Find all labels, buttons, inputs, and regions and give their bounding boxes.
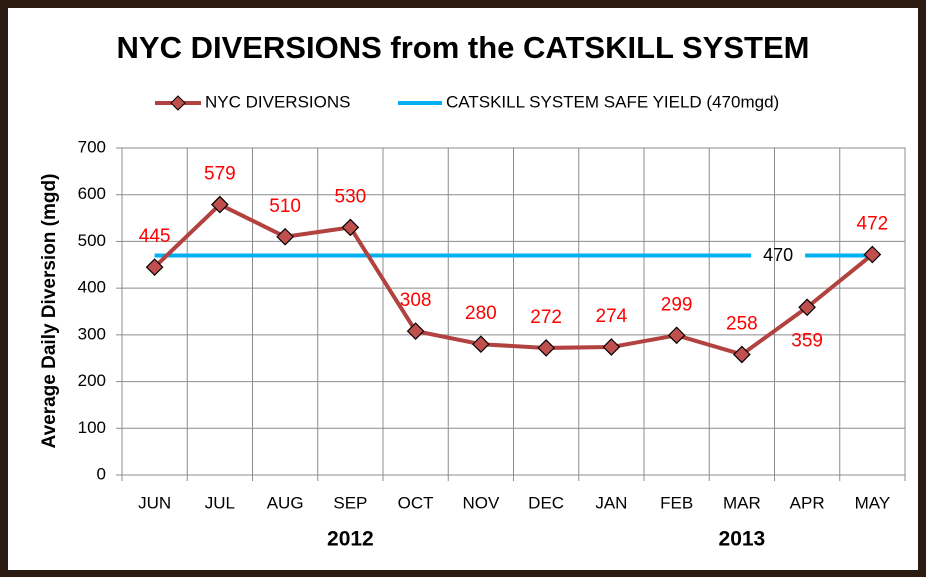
marker <box>276 227 294 246</box>
data-label: 530 <box>335 186 367 207</box>
marker <box>537 339 555 357</box>
data-label: 579 <box>204 164 236 185</box>
data-label: 308 <box>400 290 432 311</box>
data-label: 274 <box>596 306 628 327</box>
y-tick-label: 200 <box>78 371 106 390</box>
year-label: 2013 <box>719 528 766 551</box>
marker <box>733 345 751 364</box>
y-tick-label: 100 <box>78 418 106 437</box>
x-tick-label: MAR <box>723 493 761 512</box>
y-tick-label: 600 <box>78 184 106 203</box>
marker <box>472 335 490 354</box>
marker <box>211 195 229 214</box>
x-tick-label: APR <box>790 493 825 512</box>
data-label: 445 <box>139 226 171 247</box>
data-label: 359 <box>791 330 823 351</box>
x-tick-label: OCT <box>398 493 434 512</box>
data-label: 258 <box>726 313 758 334</box>
y-axis-title: Average Daily Diversion (mgd) <box>39 174 60 449</box>
chart-title: NYC DIVERSIONS from the CATSKILL SYSTEM <box>117 30 810 65</box>
marker <box>145 258 164 276</box>
x-tick-label: SEP <box>333 493 367 512</box>
marker <box>863 245 882 264</box>
data-label: 272 <box>530 307 562 328</box>
data-label: 299 <box>661 294 693 315</box>
x-tick-label: NOV <box>462 493 500 512</box>
y-tick-label: 500 <box>78 231 106 250</box>
legend-label: NYC DIVERSIONS <box>205 92 350 111</box>
y-tick-label: 0 <box>97 464 106 483</box>
x-tick-label: AUG <box>267 493 304 512</box>
x-tick-label: JUN <box>138 493 171 512</box>
series-line <box>153 202 874 357</box>
year-label: 2012 <box>327 528 374 551</box>
y-tick-label: 300 <box>78 324 106 343</box>
y-tick-label: 700 <box>78 137 106 156</box>
marker <box>602 338 621 356</box>
x-tick-label: JAN <box>595 493 627 512</box>
reference-label: 470 <box>763 245 793 265</box>
legend-label: CATSKILL SYSTEM SAFE YIELD (470mgd) <box>446 92 779 111</box>
marker <box>406 322 425 340</box>
x-tick-label: FEB <box>660 493 693 512</box>
marker <box>798 298 816 317</box>
x-tick-label: MAY <box>855 493 891 512</box>
data-label: 510 <box>269 196 301 217</box>
x-tick-label: DEC <box>528 493 564 512</box>
data-label: 280 <box>465 303 497 324</box>
marker <box>341 218 360 237</box>
data-label: 472 <box>857 214 889 235</box>
legend-marker <box>170 95 186 111</box>
x-tick-label: JUL <box>205 493 235 512</box>
y-tick-label: 400 <box>78 278 106 297</box>
marker <box>667 326 686 345</box>
